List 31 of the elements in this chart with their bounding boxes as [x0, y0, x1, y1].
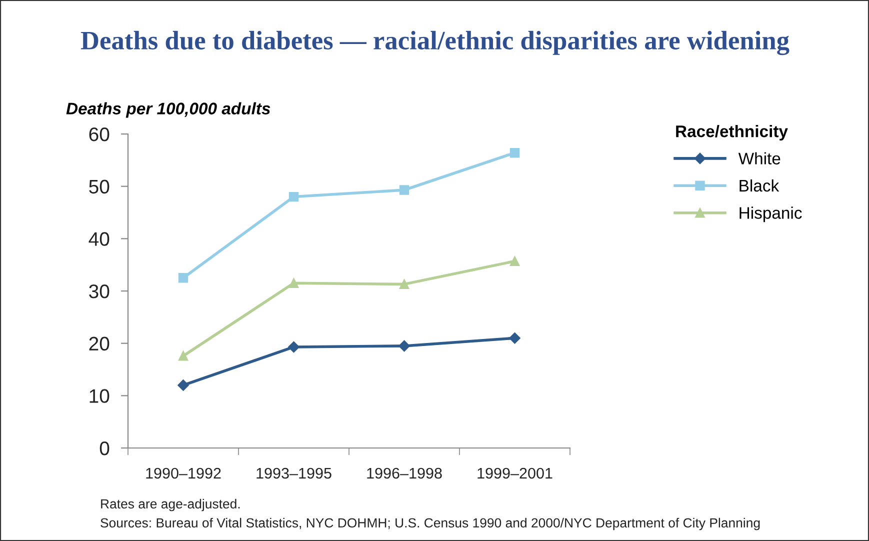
- x-tick-label: 1990–1992: [146, 468, 221, 479]
- legend-label: Hispanic: [740, 206, 802, 222]
- y-tick-label: 40: [88, 232, 110, 246]
- point: [288, 192, 299, 202]
- point: [288, 278, 299, 288]
- x-tick-label: 1999–2001: [478, 468, 552, 479]
- legend-label: Black: [740, 179, 780, 192]
- point: [178, 351, 188, 361]
- legend-title: Race/ethnicity: [676, 125, 788, 141]
- y-tick-label: 0: [100, 441, 110, 456]
- y-tick-label: 20: [89, 336, 110, 351]
- text: Rates are age-adjusted.: [101, 498, 240, 512]
- x-tick-label: 1996–1998: [367, 468, 442, 479]
- legend-label: White: [738, 152, 780, 164]
- point: [288, 341, 300, 353]
- point: [510, 148, 520, 158]
- y-tick-label: 60: [89, 127, 110, 142]
- x-tick-label: 1993–1995: [256, 468, 332, 479]
- chart-title: Deaths due to diabetes — racial/ethnic disparities are widening: [80, 30, 790, 56]
- point: [509, 332, 520, 344]
- y-axis-title: Deaths per 100,000 adults: [66, 102, 270, 118]
- point: [510, 256, 520, 266]
- y-tick-label: 10: [90, 389, 110, 403]
- y-tick-label: 50: [89, 180, 110, 194]
- point: [399, 279, 410, 290]
- point: [398, 340, 410, 352]
- y-tick-label: 30: [89, 284, 110, 298]
- point: [178, 380, 189, 391]
- source-note: Sources: Bureau of Vital Statistics, NYC DOHMH; U.S. Census 1990 and 2000/NYC Department of City Planning: [100, 518, 760, 530]
- point: [399, 185, 410, 195]
- point: [178, 273, 188, 283]
